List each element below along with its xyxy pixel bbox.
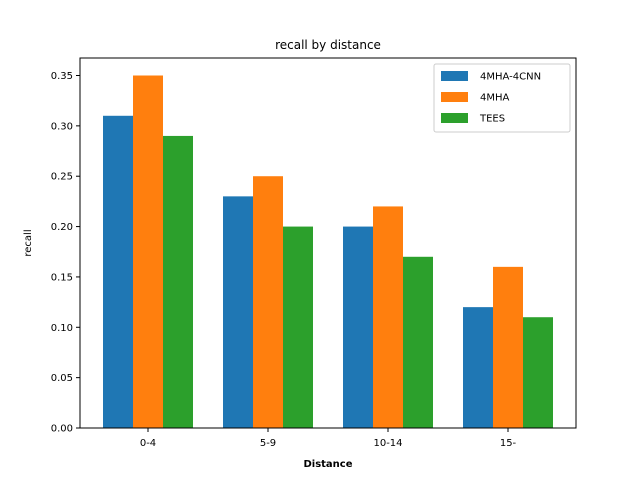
x-axis-ticks: 0-4 5-9 10-14 15- <box>140 428 517 449</box>
y-axis-label: recall <box>23 229 34 256</box>
bar-tees-0 <box>163 135 193 428</box>
y-tick-label: 0.25 <box>51 172 73 183</box>
legend-swatch <box>441 92 468 102</box>
bar-tees-3 <box>523 317 553 428</box>
bar-4mha-2 <box>373 206 403 428</box>
bar-4mha-0 <box>133 75 163 428</box>
legend-swatch <box>441 113 468 123</box>
x-tick-label: 5-9 <box>260 438 276 449</box>
chart-title: recall by distance <box>275 38 381 52</box>
bar-4mha-4cnn-1 <box>223 196 253 428</box>
y-tick-label: 0.10 <box>51 323 73 334</box>
y-tick-label: 0.15 <box>51 272 73 283</box>
y-tick-label: 0.05 <box>51 373 73 384</box>
legend-label: 4MHA <box>480 93 510 104</box>
x-axis-label: Distance <box>303 459 352 470</box>
bar-4mha-3 <box>493 266 523 428</box>
y-tick-label: 0.30 <box>51 121 73 132</box>
bar-4mha-4cnn-3 <box>463 307 493 428</box>
x-tick-label: 0-4 <box>140 438 156 449</box>
legend: 4MHA-4CNN 4MHA TEES <box>433 63 571 133</box>
bar-4mha-4cnn-2 <box>343 226 373 428</box>
legend-swatch <box>441 71 468 81</box>
bars <box>103 75 553 429</box>
x-tick-label: 10-14 <box>373 438 402 449</box>
y-tick-label: 0.35 <box>51 71 73 82</box>
legend-label: 4MHA-4CNN <box>480 72 541 83</box>
bar-tees-1 <box>283 226 313 428</box>
bar-4mha-4cnn-0 <box>103 115 133 429</box>
bar-4mha-1 <box>253 176 283 428</box>
plot-frame <box>79 57 577 429</box>
y-tick-label: 0.20 <box>51 222 73 233</box>
y-axis-ticks: 0.00 0.05 0.10 0.15 0.20 0.25 0.30 0.35 <box>51 71 80 435</box>
y-tick-label: 0.00 <box>51 424 73 435</box>
x-tick-label: 15- <box>500 438 517 449</box>
bar-tees-2 <box>403 256 433 428</box>
legend-label: TEES <box>479 114 505 125</box>
